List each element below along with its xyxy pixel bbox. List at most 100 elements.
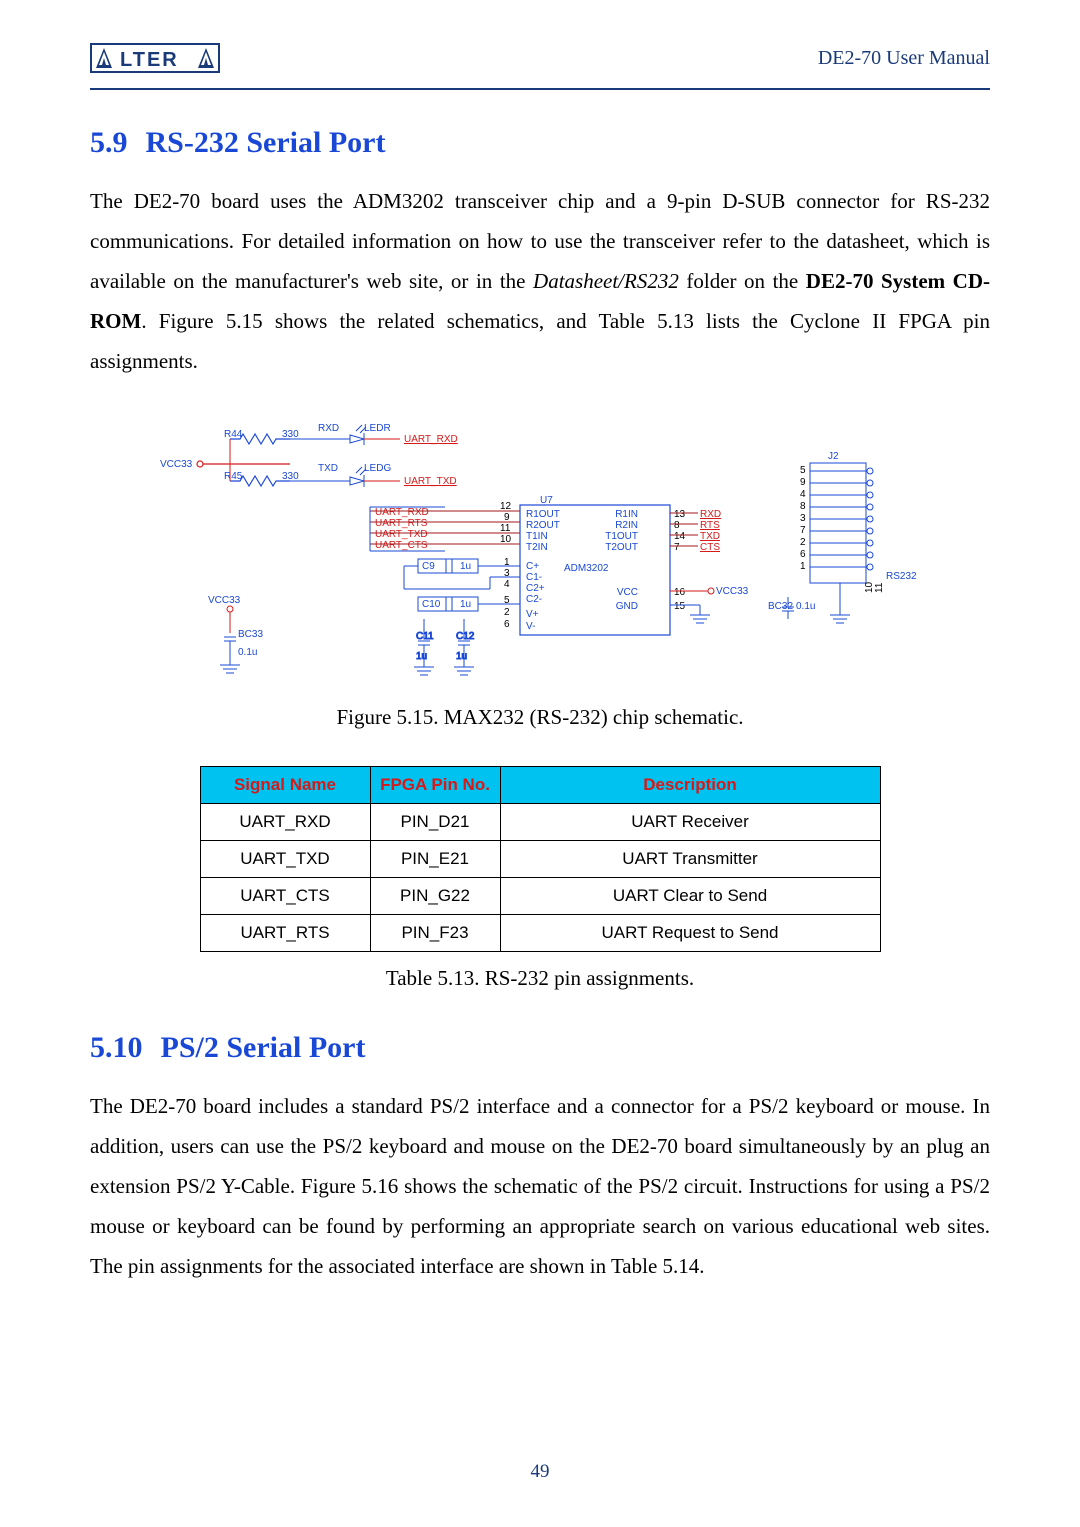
cell: UART_RXD — [200, 804, 370, 841]
svg-text:T2OUT: T2OUT — [605, 542, 638, 553]
svg-text:5: 5 — [504, 595, 510, 606]
altera-logo-svg: LTER — [90, 38, 220, 78]
svg-text:C11: C11 — [416, 631, 434, 642]
cell: UART_CTS — [200, 878, 370, 915]
section-5-10-title: PS/2 Serial Port — [161, 1031, 366, 1064]
svg-text:7: 7 — [674, 542, 680, 553]
svg-text:3: 3 — [504, 568, 510, 579]
figure-5-15-schematic: VCC33 R44 330 R45 330 RXD TXD LEDR LE — [160, 409, 920, 689]
svg-text:1u: 1u — [456, 651, 467, 662]
svg-text:T2IN: T2IN — [526, 542, 548, 553]
svg-text:VCC33: VCC33 — [160, 459, 193, 470]
svg-text:U7: U7 — [540, 495, 553, 506]
col-description: Description — [500, 767, 880, 804]
svg-text:V-: V- — [526, 621, 535, 632]
p1-text-c: . Figure 5.15 shows the related schemati… — [90, 309, 990, 373]
svg-text:9: 9 — [800, 477, 806, 488]
svg-text:1: 1 — [504, 557, 510, 568]
svg-text:0.1u: 0.1u — [238, 647, 257, 658]
svg-text:R2IN: R2IN — [615, 520, 638, 531]
svg-text:GND: GND — [616, 601, 638, 612]
svg-text:VCC: VCC — [617, 587, 638, 598]
svg-text:16: 16 — [674, 587, 686, 598]
svg-text:330: 330 — [282, 429, 299, 440]
svg-text:TXD: TXD — [700, 531, 720, 542]
svg-text:LEDG: LEDG — [364, 463, 391, 474]
svg-text:J2: J2 — [828, 451, 839, 462]
svg-text:RXD: RXD — [700, 509, 721, 520]
svg-text:C2-: C2- — [526, 594, 542, 605]
svg-text:C12: C12 — [456, 631, 475, 642]
svg-text:2: 2 — [504, 607, 510, 618]
col-fpga-pin: FPGA Pin No. — [370, 767, 500, 804]
svg-text:UART_RTS: UART_RTS — [375, 518, 428, 529]
svg-text:1u: 1u — [416, 651, 427, 662]
svg-text:UART_TXD: UART_TXD — [404, 476, 457, 487]
svg-text:T1OUT: T1OUT — [605, 531, 638, 542]
svg-text:TXD: TXD — [318, 463, 338, 474]
svg-text:15: 15 — [674, 601, 686, 612]
svg-text:5: 5 — [800, 465, 806, 476]
p1-italic: Datasheet/RS232 — [533, 269, 679, 293]
svg-text:UART_CTS: UART_CTS — [375, 540, 428, 551]
svg-text:UART_RXD: UART_RXD — [404, 434, 458, 445]
svg-text:C2+: C2+ — [526, 583, 545, 594]
svg-text:8: 8 — [674, 520, 680, 531]
svg-text:UART_RXD: UART_RXD — [375, 507, 429, 518]
svg-text:7: 7 — [800, 525, 806, 536]
svg-text:6: 6 — [800, 549, 806, 560]
section-5-9-number: 5.9 — [90, 126, 128, 159]
altera-logo: LTER — [90, 38, 220, 78]
table-row: UART_TXD PIN_E21 UART Transmitter — [200, 841, 880, 878]
p1-text-b: folder on the — [679, 269, 806, 293]
cell: UART Clear to Send — [500, 878, 880, 915]
svg-text:2: 2 — [800, 537, 806, 548]
svg-text:11: 11 — [874, 583, 885, 594]
svg-text:10: 10 — [500, 534, 512, 545]
table-5-13-caption: Table 5.13. RS-232 pin assignments. — [90, 966, 990, 991]
svg-text:12: 12 — [500, 501, 512, 512]
svg-text:LTER: LTER — [120, 49, 179, 71]
svg-text:0.1u: 0.1u — [796, 601, 815, 612]
svg-text:CTS: CTS — [700, 542, 720, 553]
svg-text:9: 9 — [504, 512, 510, 523]
cell: PIN_E21 — [370, 841, 500, 878]
svg-text:6: 6 — [504, 619, 510, 630]
section-5-10-number: 5.10 — [90, 1031, 143, 1064]
cell: UART Receiver — [500, 804, 880, 841]
cell: PIN_G22 — [370, 878, 500, 915]
page-header: LTER DE2-70 User Manual — [90, 38, 990, 78]
table-5-13: Signal Name FPGA Pin No. Description UAR… — [200, 766, 881, 952]
section-5-9-heading: 5.9 RS-232 Serial Port — [90, 126, 990, 160]
svg-text:V+: V+ — [526, 609, 539, 620]
cell: UART Request to Send — [500, 915, 880, 952]
svg-text:11: 11 — [500, 523, 511, 534]
svg-text:C1-: C1- — [526, 572, 542, 583]
svg-text:BC33: BC33 — [238, 629, 263, 640]
table-row: UART_CTS PIN_G22 UART Clear to Send — [200, 878, 880, 915]
section-5-9-paragraph: The DE2-70 board uses the ADM3202 transc… — [90, 182, 990, 381]
svg-text:4: 4 — [800, 489, 806, 500]
svg-text:4: 4 — [504, 579, 510, 590]
col-signal-name: Signal Name — [200, 767, 370, 804]
svg-text:R1OUT: R1OUT — [526, 509, 560, 520]
svg-text:VCC33: VCC33 — [208, 595, 241, 606]
svg-text:13: 13 — [674, 509, 686, 520]
table-row: UART_RXD PIN_D21 UART Receiver — [200, 804, 880, 841]
svg-text:1u: 1u — [460, 561, 471, 572]
section-5-9-title: RS-232 Serial Port — [146, 126, 386, 159]
svg-text:R2OUT: R2OUT — [526, 520, 560, 531]
page: LTER DE2-70 User Manual 5.9 RS-232 Serial… — [0, 0, 1080, 1527]
svg-text:8: 8 — [800, 501, 806, 512]
svg-text:C9: C9 — [422, 561, 435, 572]
section-5-10-heading: 5.10 PS/2 Serial Port — [90, 1031, 990, 1065]
svg-text:14: 14 — [674, 531, 686, 542]
cell: UART_RTS — [200, 915, 370, 952]
svg-text:1: 1 — [800, 561, 806, 572]
table-row: UART_RTS PIN_F23 UART Request to Send — [200, 915, 880, 952]
svg-text:T1IN: T1IN — [526, 531, 548, 542]
svg-text:RTS: RTS — [700, 520, 720, 531]
svg-text:C+: C+ — [526, 561, 539, 572]
figure-5-15-caption: Figure 5.15. MAX232 (RS-232) chip schema… — [90, 705, 990, 730]
cell: PIN_F23 — [370, 915, 500, 952]
